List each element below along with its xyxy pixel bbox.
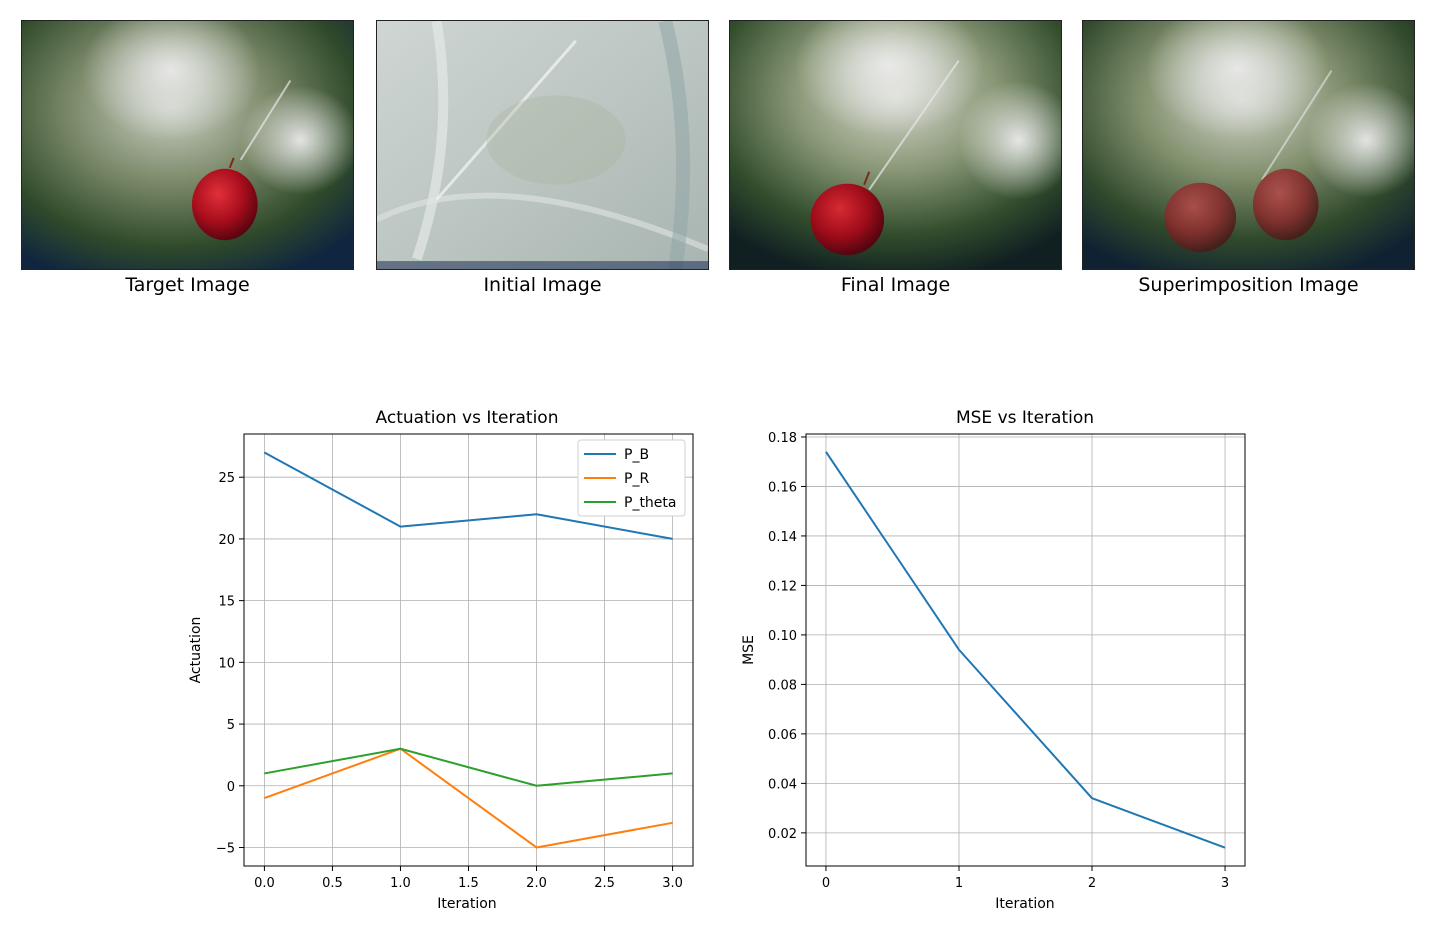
mse-y-tick-label: 0.18 [768,431,797,446]
mse-y-tick-label: 0.04 [768,777,797,792]
actuation-y-tick-label: 10 [218,656,235,671]
actuation-x-tick-label: 0.0 [254,876,275,891]
actuation-y-tick-label: −5 [216,841,235,856]
actuation-y-tick-label: 20 [218,533,235,548]
mse-y-axis-label: MSE [741,635,757,665]
actuation-chart: Actuation vs Iteration Iteration Actuati… [188,408,694,912]
actuation-y-axis-label: Actuation [188,617,204,684]
actuation-series-p-b [263,451,673,540]
mse-y-tick-label: 0.08 [768,678,797,693]
actuation-legend [577,439,686,517]
mse-y-tick-label: 0.12 [768,579,797,594]
mse-y-tick-label: 0.02 [768,827,797,842]
actuation-x-tick-label: 3.0 [662,876,683,891]
actuation-series-p-r [264,747,673,849]
mse-x-tick-label: 1 [955,876,963,891]
superimposition-image [1082,20,1415,270]
legend-label-p-theta: P_theta [624,495,677,511]
mse-x-tick-label: 0 [822,876,830,891]
caption-target-image: Target Image [125,274,250,296]
actuation-x-tick-label: 1.5 [458,876,479,891]
actuation-y-tick-label: 15 [218,595,235,610]
actuation-x-tick-label: 1.0 [390,876,411,891]
mse-y-tick-label: 0.06 [768,728,797,743]
mse-x-tick-label: 2 [1088,876,1096,891]
legend-label-p-b: P_B [624,447,649,463]
mse-plot-frame [805,433,1246,867]
mse-chart: MSE vs Iteration Iteration MSE 0 1 2 3 0.02 0… [741,408,1246,912]
mse-x-axis-label: Iteration [995,896,1054,912]
initial-image [376,20,709,270]
caption-superimposition-image: Superimposition Image [1138,274,1359,296]
mse-y-tick-label: 0.16 [768,480,797,495]
actuation-x-tick-label: 2.5 [594,876,615,891]
caption-final-image: Final Image [840,274,951,296]
actuation-x-tick-label: 2.0 [526,876,547,891]
actuation-plot-frame [243,433,694,867]
legend-label-p-r: P_R [624,471,649,487]
actuation-y-tick-label: 25 [218,471,235,486]
actuation-y-tick-label: 5 [227,718,235,733]
actuation-x-axis-label: Iteration [437,896,496,912]
mse-y-tick-label: 0.14 [768,530,797,545]
target-image [21,20,354,270]
mse-x-tick-label: 3 [1221,876,1229,891]
actuation-series-p-theta [264,747,673,787]
final-image [729,20,1062,270]
mse-series-0 [825,451,1226,849]
mse-chart-title: MSE vs Iteration [956,408,1094,428]
actuation-chart-title: Actuation vs Iteration [376,408,559,428]
actuation-x-tick-label: 0.5 [322,876,343,891]
mse-y-tick-label: 0.10 [768,629,797,644]
actuation-y-tick-label: 0 [227,780,235,795]
caption-initial-image: Initial Image [483,274,602,296]
